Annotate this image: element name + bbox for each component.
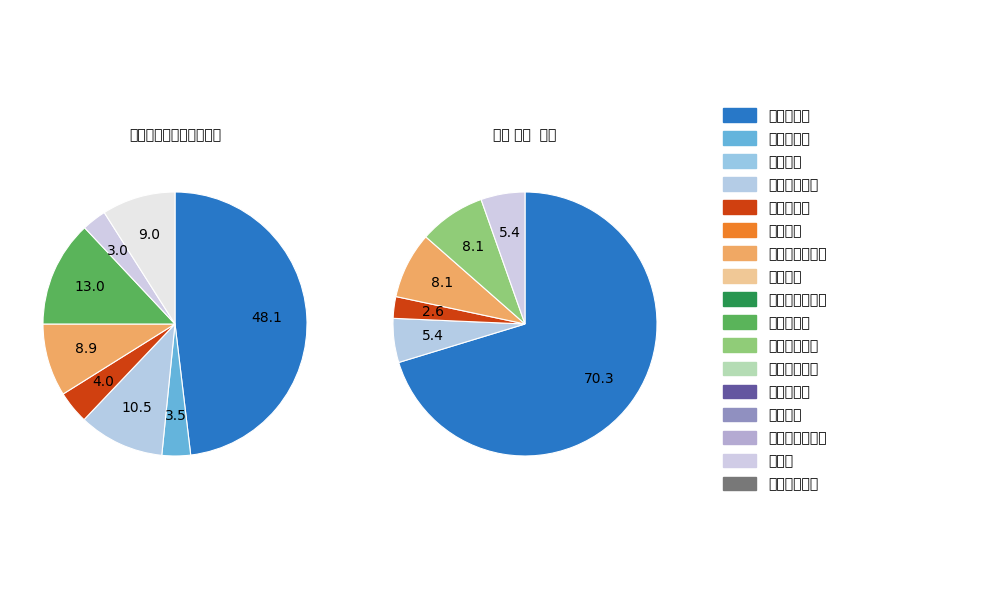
Wedge shape xyxy=(426,200,525,324)
Wedge shape xyxy=(63,324,175,419)
Wedge shape xyxy=(481,192,525,324)
Text: 5.4: 5.4 xyxy=(498,226,520,240)
Text: 8.9: 8.9 xyxy=(75,343,97,356)
Text: 9.0: 9.0 xyxy=(138,228,160,242)
Text: 70.3: 70.3 xyxy=(584,372,615,386)
Legend: ストレート, ツーシーム, シュート, カットボール, スプリット, フォーク, チェンジアップ, シンカー, 高速スライダー, スライダー, 縦スライダー, : ストレート, ツーシーム, シュート, カットボール, スプリット, フォーク,… xyxy=(723,109,827,491)
Text: 13.0: 13.0 xyxy=(75,280,106,295)
Wedge shape xyxy=(393,319,525,362)
Text: 4.0: 4.0 xyxy=(92,376,114,389)
Wedge shape xyxy=(85,212,175,324)
Text: 3.0: 3.0 xyxy=(107,244,129,258)
Text: 2.6: 2.6 xyxy=(422,305,444,319)
Wedge shape xyxy=(393,296,525,324)
Wedge shape xyxy=(162,324,191,456)
Wedge shape xyxy=(396,237,525,324)
Title: 知野 直人  選手: 知野 直人 選手 xyxy=(493,128,557,143)
Wedge shape xyxy=(104,192,175,324)
Wedge shape xyxy=(399,192,657,456)
Title: セ・リーグ全プレイヤー: セ・リーグ全プレイヤー xyxy=(129,128,221,143)
Text: 3.5: 3.5 xyxy=(165,409,187,424)
Text: 10.5: 10.5 xyxy=(121,401,152,415)
Wedge shape xyxy=(43,228,175,324)
Text: 8.1: 8.1 xyxy=(431,275,453,290)
Wedge shape xyxy=(43,324,175,394)
Text: 5.4: 5.4 xyxy=(422,329,444,343)
Wedge shape xyxy=(175,192,307,455)
Wedge shape xyxy=(84,324,175,455)
Text: 8.1: 8.1 xyxy=(462,241,484,254)
Text: 48.1: 48.1 xyxy=(252,311,283,325)
